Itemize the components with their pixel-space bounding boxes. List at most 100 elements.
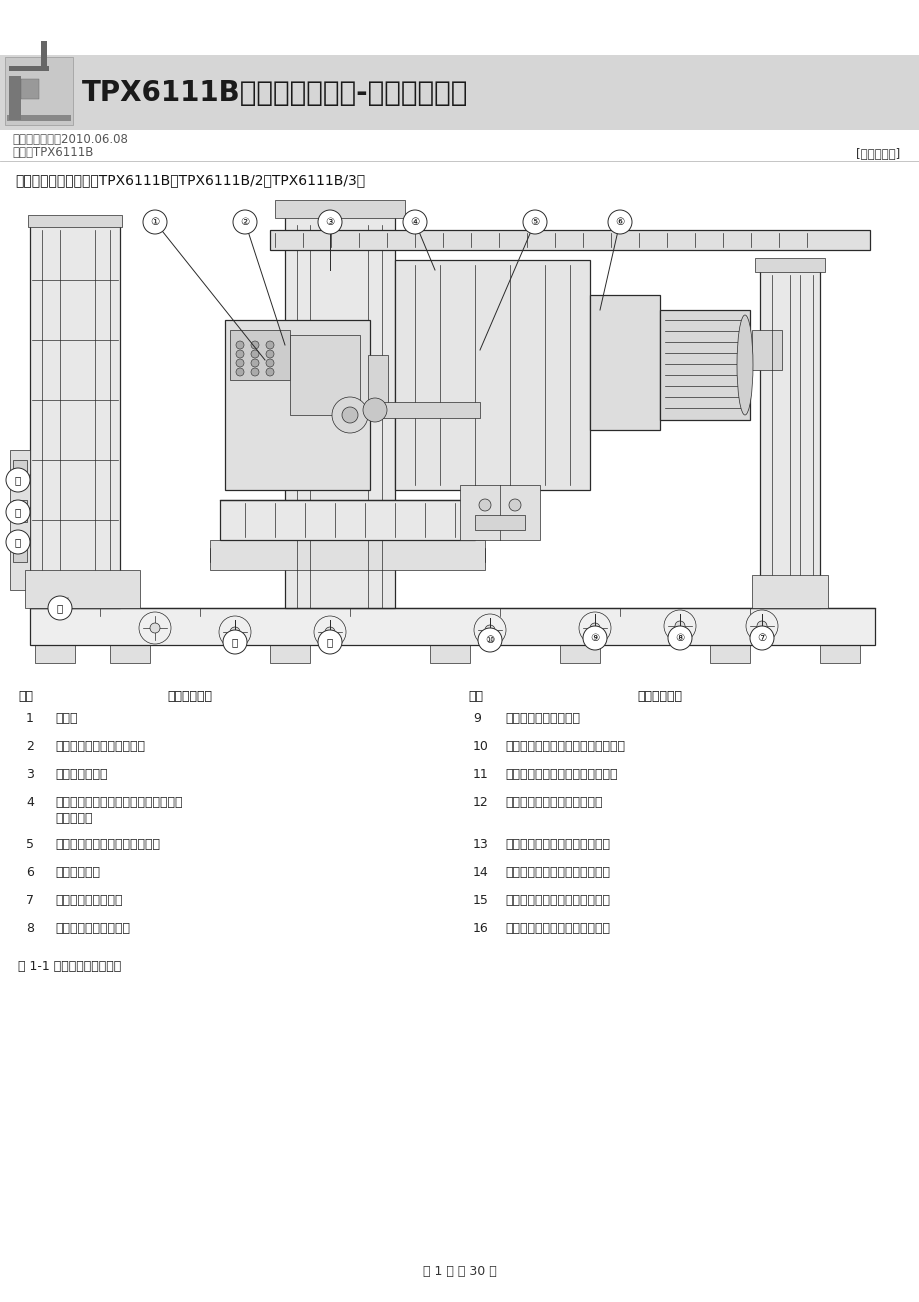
Bar [41, 40, 47, 72]
Text: 机床急停按钮（带自动拉刀用）: 机床急停按钮（带自动拉刀用） [505, 866, 609, 879]
Bar [751, 329, 781, 370]
Text: 文章：TPX6111B: 文章：TPX6111B [12, 146, 93, 159]
Bar [7, 115, 71, 121]
Circle shape [139, 612, 171, 644]
Bar [30, 225, 119, 608]
Bar [560, 644, 599, 663]
Text: 工作台手大动纵、横向及回转手柄孔: 工作台手大动纵、横向及回转手柄孔 [505, 740, 624, 753]
Text: 13: 13 [472, 838, 488, 852]
Circle shape [756, 621, 766, 631]
Ellipse shape [736, 315, 752, 415]
Text: 第 1 页 共 30 页: 第 1 页 共 30 页 [423, 1266, 496, 1279]
Circle shape [324, 628, 335, 637]
Text: ⑤: ⑤ [529, 217, 539, 227]
Bar [589, 296, 659, 430]
Bar [754, 258, 824, 272]
Text: 后立柱纵向及支架升降分配手柄: 后立柱纵向及支架升降分配手柄 [505, 838, 609, 852]
Circle shape [342, 408, 357, 423]
Text: 12: 12 [472, 796, 488, 809]
Bar [10, 450, 30, 590]
Bar [13, 500, 27, 522]
Bar [5, 57, 73, 125]
Bar [269, 644, 310, 663]
Circle shape [479, 499, 491, 510]
Circle shape [266, 368, 274, 376]
Circle shape [6, 500, 30, 523]
Circle shape [251, 341, 259, 349]
Circle shape [318, 210, 342, 234]
Bar [35, 644, 75, 663]
Circle shape [583, 626, 607, 650]
Bar [460, 486, 539, 540]
Bar [25, 570, 140, 608]
Text: ⑦: ⑦ [756, 633, 766, 643]
Circle shape [266, 359, 274, 367]
Text: 3: 3 [26, 768, 34, 781]
Text: 序号: 序号 [18, 690, 33, 703]
Bar [0, 55, 919, 130]
Text: ⑫: ⑫ [232, 637, 238, 647]
Text: ⑩: ⑩ [485, 635, 494, 644]
Text: ④: ④ [410, 217, 419, 227]
Bar [659, 310, 749, 421]
Text: 按钮站: 按钮站 [55, 712, 77, 725]
Text: [返回列表页]: [返回列表页] [855, 148, 899, 161]
Circle shape [48, 596, 72, 620]
Circle shape [251, 359, 259, 367]
Circle shape [607, 210, 631, 234]
Circle shape [219, 616, 251, 648]
Circle shape [251, 350, 259, 358]
Bar [220, 500, 474, 540]
Text: ⑮: ⑮ [15, 506, 21, 517]
Bar [289, 335, 359, 415]
Bar [759, 270, 819, 608]
Bar [28, 215, 122, 227]
Text: ①: ① [150, 217, 160, 227]
Circle shape [749, 626, 773, 650]
Bar [369, 402, 480, 418]
Bar [709, 644, 749, 663]
Text: 主轴箱手大动升降手柄: 主轴箱手大动升降手柄 [505, 712, 579, 725]
Bar [474, 516, 525, 530]
Bar [394, 260, 589, 490]
Circle shape [251, 368, 259, 376]
Bar [30, 608, 874, 644]
Text: ⑨: ⑨ [590, 633, 599, 643]
Text: 5: 5 [26, 838, 34, 852]
Circle shape [236, 350, 244, 358]
Text: 正、反进给手柄: 正、反进给手柄 [55, 768, 108, 781]
Circle shape [403, 210, 426, 234]
Circle shape [473, 615, 505, 646]
Text: 14: 14 [472, 866, 488, 879]
Circle shape [313, 616, 346, 648]
Circle shape [667, 626, 691, 650]
Bar [13, 540, 27, 562]
Bar [285, 215, 394, 608]
Text: 后立柱夹紧点（前后各一点）: 后立柱夹紧点（前后各一点） [505, 796, 602, 809]
Text: ③: ③ [325, 217, 335, 227]
Circle shape [6, 530, 30, 553]
Text: 序号: 序号 [468, 690, 482, 703]
Text: 4: 4 [26, 796, 34, 809]
Circle shape [318, 630, 342, 654]
Text: 11: 11 [472, 768, 488, 781]
Circle shape [142, 210, 167, 234]
Text: ⑯: ⑯ [15, 475, 21, 486]
Circle shape [236, 368, 244, 376]
Circle shape [6, 467, 30, 492]
Text: TPX6111B数显卧式铣镗床-客户服务手册: TPX6111B数显卧式铣镗床-客户服务手册 [82, 79, 468, 107]
Circle shape [222, 630, 246, 654]
Text: 机动、微动及主轴（含平旋盘滑块）大: 机动、微动及主轴（含平旋盘滑块）大 [55, 796, 182, 809]
Bar [225, 320, 369, 490]
Text: 1: 1 [26, 712, 34, 725]
Text: 9: 9 [472, 712, 481, 725]
Circle shape [150, 622, 160, 633]
Circle shape [578, 612, 610, 644]
Bar [275, 201, 404, 217]
Circle shape [522, 210, 547, 234]
Text: 2: 2 [26, 740, 34, 753]
Bar [269, 230, 869, 250]
Text: 进给运动变速转阀手柄: 进给运动变速转阀手柄 [55, 922, 130, 935]
Circle shape [233, 210, 256, 234]
Text: 主轴或平旋盘滑块运动分配手柄: 主轴或平旋盘滑块运动分配手柄 [55, 838, 160, 852]
